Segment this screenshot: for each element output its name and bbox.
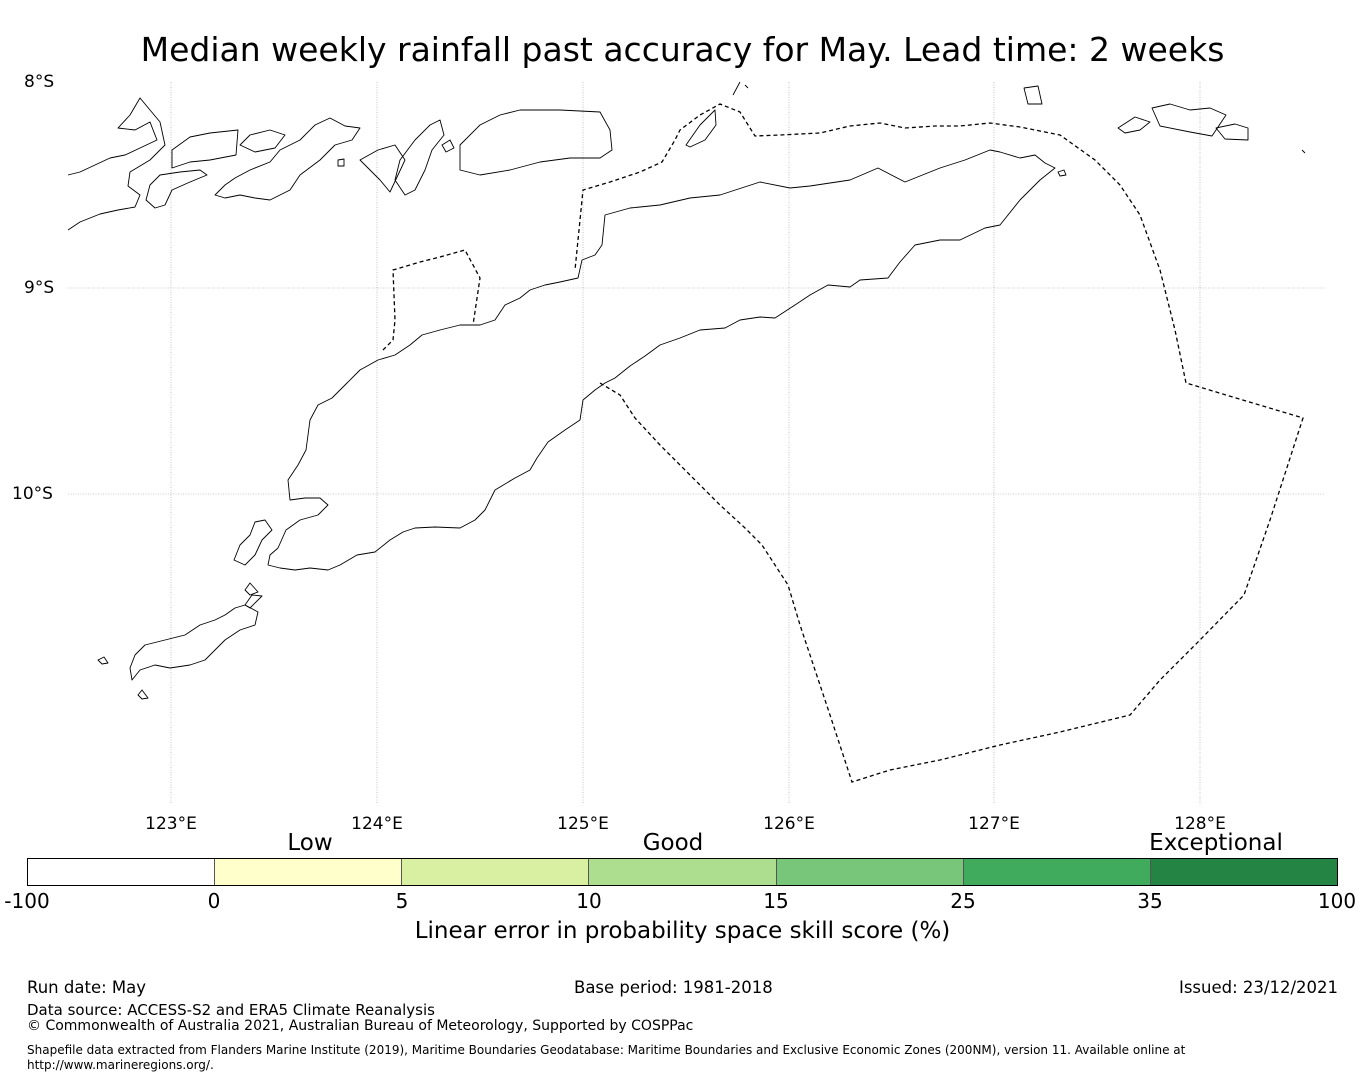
- category-exceptional: Exceptional: [1149, 830, 1283, 856]
- colorbar-segment-1: [215, 859, 403, 885]
- semau-island: [233, 519, 273, 566]
- wetar: [459, 109, 613, 176]
- colorbar-label: Linear error in probability space skill …: [414, 918, 951, 944]
- run-date: Run date: May: [27, 978, 147, 997]
- gridlines: [68, 82, 1324, 803]
- atauro-small: [685, 109, 717, 148]
- category-low: Low: [287, 830, 333, 856]
- colorbar-segment-4: [776, 859, 964, 885]
- lat-label-8s: 8°S: [24, 72, 55, 92]
- moa-island: [1215, 123, 1249, 141]
- issued-date: Issued: 23/12/2021: [1178, 978, 1338, 997]
- colorbar-tick: 25: [950, 889, 976, 913]
- map-canvas: [67, 81, 1324, 803]
- timor-north-coast: [267, 149, 1056, 571]
- colorbar-segment-2: [402, 859, 590, 885]
- lon-label-128e: 128°E: [1174, 814, 1226, 834]
- flores-east: [145, 169, 208, 209]
- colorbar-segment-6: [1150, 859, 1337, 885]
- solor-small: [239, 129, 286, 153]
- flores-coast: [67, 97, 166, 231]
- lon-label-123e: 123°E: [145, 814, 197, 834]
- colorbar-tick: 0: [207, 889, 221, 913]
- alor-east: [394, 119, 445, 196]
- lat-label-10s: 10°S: [12, 484, 53, 504]
- colorbar-segment-5: [963, 859, 1151, 885]
- small-isle-2: [441, 139, 455, 153]
- tiny-isle-b: [732, 81, 749, 96]
- small-isle-1: [337, 158, 345, 167]
- category-good: Good: [642, 830, 704, 856]
- colorbar-tick: -100: [4, 889, 50, 913]
- lon-label-124e: 124°E: [351, 814, 403, 834]
- leti-islands: [1151, 103, 1227, 137]
- alor-west: [359, 144, 406, 193]
- colorbar-tick: 10: [576, 889, 602, 913]
- pulau-liran: [1023, 85, 1043, 105]
- rote-north: [244, 594, 263, 609]
- colorbar-tick: 5: [395, 889, 409, 913]
- data-source: Data source: ACCESS-S2 and ERA5 Climate …: [27, 1001, 435, 1019]
- lon-label-126e: 126°E: [763, 814, 815, 834]
- lat-label-9s: 9°S: [24, 278, 55, 298]
- small-isle-3: [1057, 169, 1067, 177]
- adonara-lembata: [214, 117, 361, 201]
- rote-tip: [244, 582, 259, 596]
- solor-island: [171, 129, 239, 169]
- map-title: Median weekly rainfall past accuracy for…: [140, 30, 1225, 69]
- ndao-small: [137, 689, 149, 700]
- lon-label-127e: 127°E: [968, 814, 1020, 834]
- coastlines: [67, 81, 1306, 700]
- colorbar-segment-0: [28, 859, 216, 885]
- rote-island: [129, 604, 259, 681]
- tiny-isle-a: [1301, 149, 1306, 154]
- ndao-island: [97, 656, 109, 665]
- colorbar: [27, 858, 1338, 886]
- kisar-west: [1117, 116, 1151, 134]
- copyright: © Commonwealth of Australia 2021, Austra…: [27, 1018, 694, 1034]
- colorbar-tick: 100: [1317, 889, 1357, 913]
- colorbar-segment-3: [589, 859, 777, 885]
- shapefile-credit: Shapefile data extracted from Flanders M…: [27, 1043, 1186, 1072]
- oecusse-boundary: [382, 249, 481, 351]
- lon-label-125e: 125°E: [557, 814, 609, 834]
- maritime-boundaries: [382, 103, 1304, 783]
- timor-leste-eez: [574, 103, 1304, 783]
- colorbar-tick: 15: [763, 889, 789, 913]
- base-period: Base period: 1981-2018: [574, 978, 773, 997]
- colorbar-tick: 35: [1137, 889, 1163, 913]
